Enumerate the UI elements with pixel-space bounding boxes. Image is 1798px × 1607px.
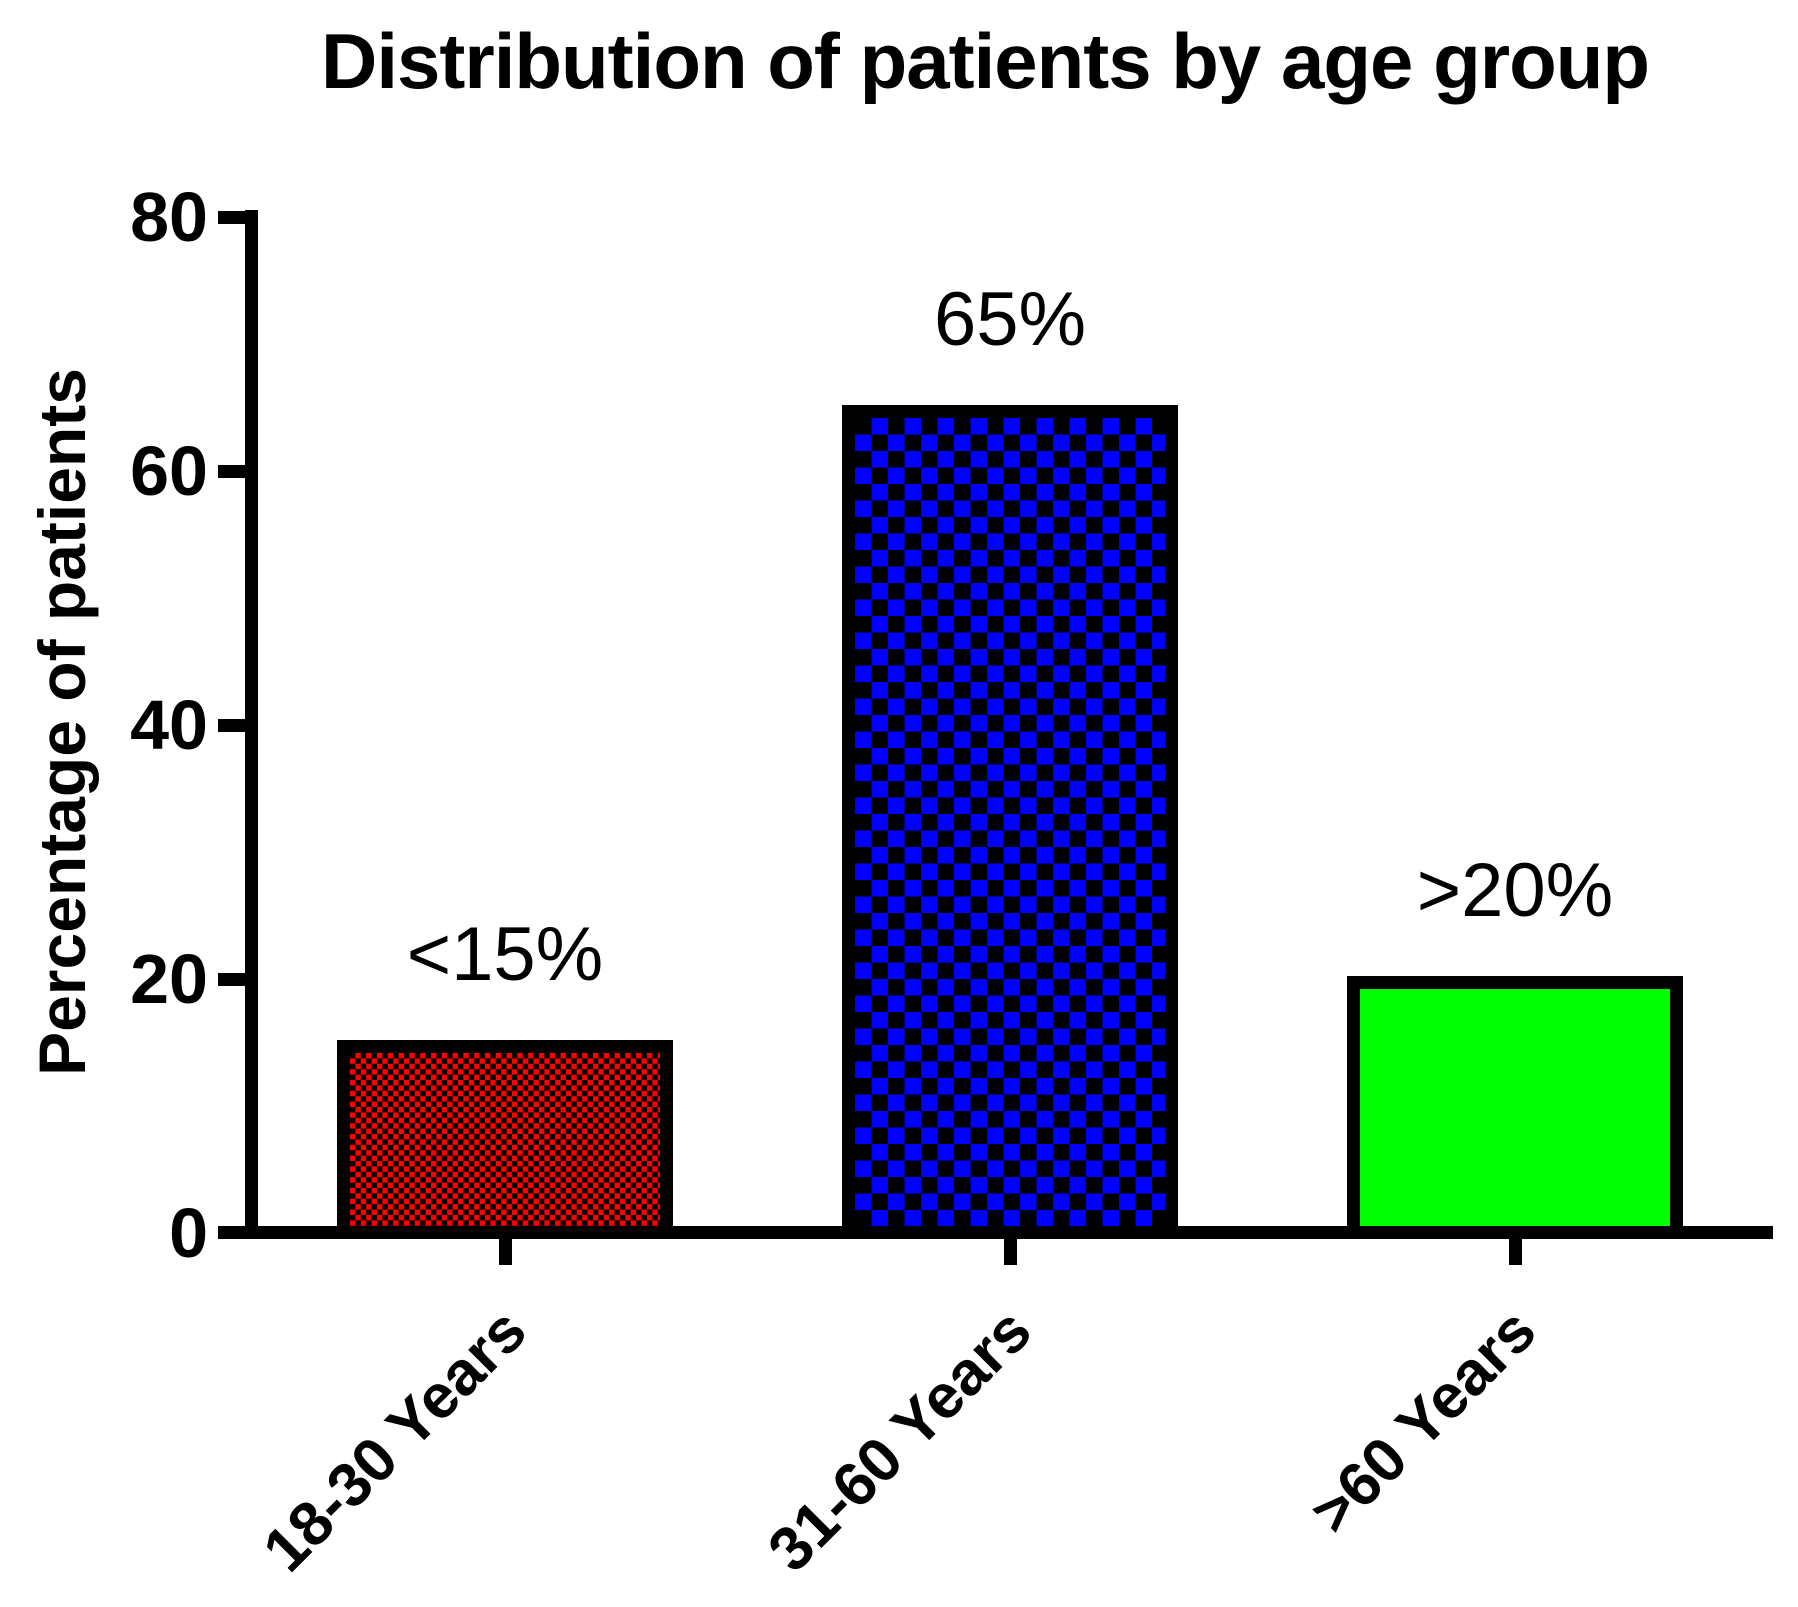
y-tick-label-0: 0	[169, 1194, 208, 1272]
y-tick-label-20: 20	[130, 940, 208, 1018]
y-axis-line	[245, 210, 258, 1239]
bar-value-label-60-years: >20%	[1416, 848, 1614, 933]
x-tick-line-31-60-years	[1003, 1239, 1017, 1265]
y-tick-line-40	[218, 718, 245, 732]
y-tick-label-80: 80	[130, 178, 208, 256]
x-tick-line-18-30-years	[498, 1239, 512, 1265]
bar-31-60-years	[842, 404, 1178, 1239]
x-tick-line-60-years	[1508, 1239, 1522, 1265]
x-category-label-18-30-years: 18-30 Years	[250, 1295, 540, 1586]
y-tick-line-80	[218, 210, 245, 224]
y-tick-line-60	[218, 464, 245, 478]
chart-title: Distribution of patients by age group	[321, 17, 1650, 105]
y-tick-line-20	[218, 972, 245, 986]
bar-value-label-31-60-years: 65%	[933, 276, 1087, 362]
bar-18-30-years	[337, 1039, 673, 1239]
y-tick-label-40: 40	[130, 686, 208, 764]
y-tick-label-60: 60	[130, 432, 208, 510]
bar-value-label-18-30-years: <15%	[406, 911, 604, 997]
x-category-label-60-years: >60 Years	[1297, 1295, 1550, 1548]
x-category-label-31-60-years: 31-60 Years	[755, 1295, 1045, 1586]
bar-60-years	[1347, 976, 1683, 1239]
